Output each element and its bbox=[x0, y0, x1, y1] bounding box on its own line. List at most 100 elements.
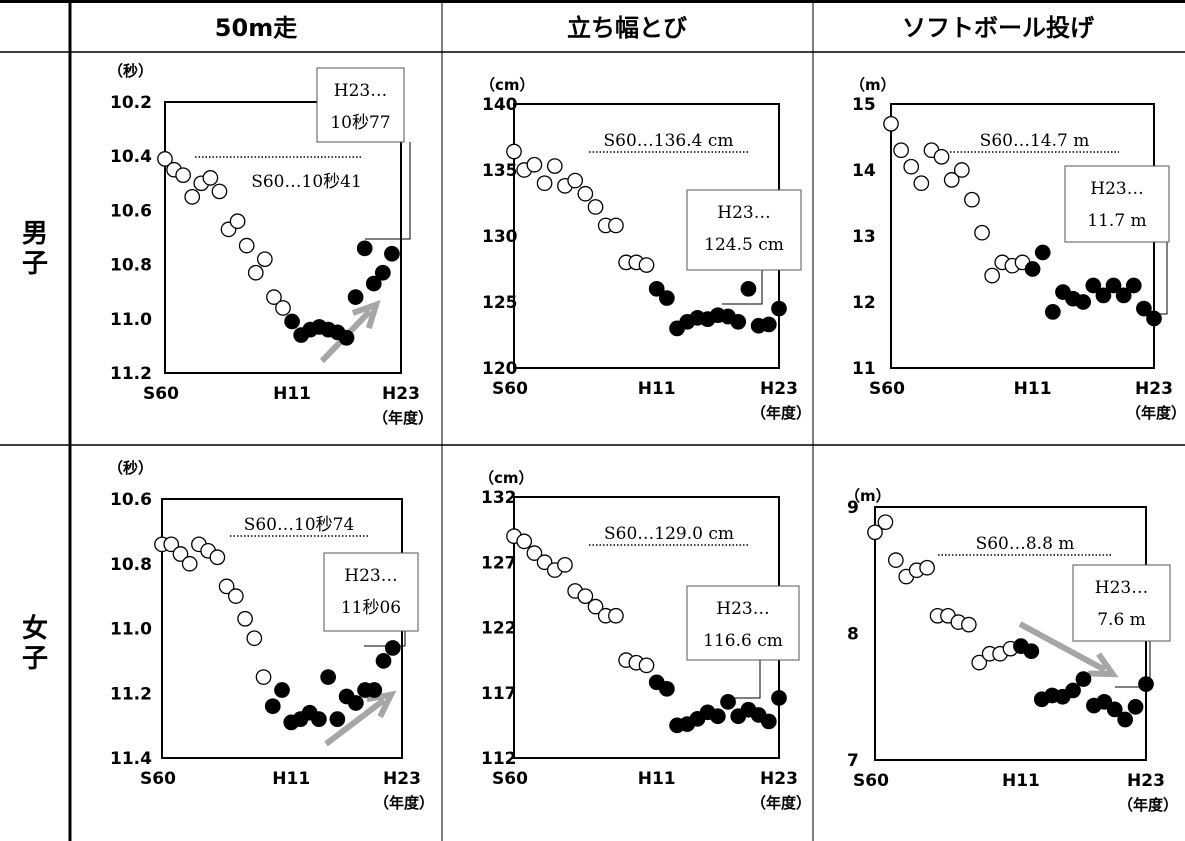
data-point-open bbox=[893, 142, 909, 159]
end-label-line: 7.6 m bbox=[1097, 610, 1146, 630]
x-axis-unit: （年度） bbox=[1118, 796, 1178, 814]
data-point-open bbox=[255, 669, 272, 685]
data-point-open bbox=[608, 607, 624, 624]
row-label-char: 男 bbox=[22, 219, 48, 249]
x-tick-label: S60 bbox=[492, 769, 528, 789]
data-point-filled bbox=[1136, 300, 1152, 317]
trend-arrow-shaft bbox=[324, 697, 386, 747]
x-axis-unit: （年度） bbox=[373, 409, 433, 427]
end-label-line: 124.5 cm bbox=[704, 235, 784, 255]
y-tick-label: 120 bbox=[482, 359, 518, 379]
x-tick-label: H23 bbox=[1127, 771, 1165, 791]
x-tick-label: S60 bbox=[869, 379, 905, 399]
y-tick-label: 9 bbox=[847, 498, 859, 518]
x-tick-label: H23 bbox=[382, 384, 420, 404]
data-point-open bbox=[211, 183, 228, 200]
end-label-box bbox=[1064, 165, 1170, 243]
data-point-open bbox=[971, 654, 988, 671]
data-point-filled bbox=[1075, 671, 1092, 687]
data-point-filled bbox=[365, 275, 382, 292]
y-tick-label: 122 bbox=[481, 619, 517, 639]
data-point-open bbox=[577, 185, 594, 202]
end-label-leader bbox=[1115, 641, 1151, 688]
data-point-filled bbox=[366, 682, 383, 698]
data-point-open bbox=[567, 172, 584, 189]
x-tick-label: S60 bbox=[853, 771, 889, 791]
data-point-filled bbox=[347, 695, 364, 711]
data-point-open bbox=[887, 552, 904, 568]
trend-arrow-shaft bbox=[1018, 621, 1107, 673]
y-tick-label: 130 bbox=[482, 227, 518, 247]
data-point-filled bbox=[1044, 304, 1061, 320]
data-point-filled bbox=[347, 289, 364, 305]
y-tick-label: 15 bbox=[852, 95, 876, 115]
x-tick-label: S60 bbox=[143, 384, 179, 404]
data-point-filled bbox=[1117, 711, 1134, 728]
data-point-open bbox=[184, 189, 201, 205]
end-label-leader bbox=[365, 142, 411, 240]
end-label-line: H23… bbox=[717, 203, 770, 223]
trend-arrow-head bbox=[1088, 652, 1119, 678]
y-tick-label: 10.6 bbox=[110, 201, 152, 221]
y-tick-label: 135 bbox=[482, 161, 518, 181]
x-tick-label: H23 bbox=[1135, 379, 1173, 399]
reference-label: S60…10秒74 bbox=[244, 515, 355, 535]
y-tick-label: 10.4 bbox=[110, 147, 152, 167]
data-point-filled bbox=[709, 708, 726, 725]
data-point-filled bbox=[264, 698, 281, 715]
data-point-filled bbox=[1106, 701, 1123, 718]
end-label-line: 116.6 cm bbox=[703, 631, 783, 651]
data-point-filled bbox=[720, 694, 736, 710]
column-header-standing-jump: 立ち幅とび bbox=[567, 14, 687, 42]
x-tick-label: H11 bbox=[273, 384, 311, 404]
data-point-open bbox=[246, 630, 263, 647]
x-tick-label: S60 bbox=[492, 379, 528, 399]
y-tick-label: 140 bbox=[482, 95, 518, 115]
y-tick-label: 112 bbox=[481, 749, 517, 769]
x-tick-label: H11 bbox=[272, 769, 310, 789]
data-point-open bbox=[877, 514, 894, 531]
end-label-leader bbox=[1140, 242, 1168, 315]
data-point-filled bbox=[1105, 277, 1122, 294]
end-label-leader bbox=[364, 631, 406, 647]
y-tick-label: 11 bbox=[852, 359, 876, 379]
data-point-filled bbox=[329, 711, 346, 728]
data-point-filled bbox=[1146, 310, 1162, 327]
end-label-line: H23… bbox=[334, 81, 387, 101]
chart-girls-softball-throw: 7 8 9（m） S60 H11 H23 （年度） S60…8.8 m H23… 7.6 m bbox=[845, 487, 1178, 814]
end-label-line: H23… bbox=[344, 566, 397, 586]
y-tick-label: 10.6 bbox=[110, 490, 152, 510]
reference-label: S60…129.0 cm bbox=[604, 524, 734, 544]
y-axis-unit: （m） bbox=[850, 76, 896, 94]
end-label-box bbox=[323, 552, 419, 632]
data-point-filled bbox=[274, 682, 290, 698]
data-point-filled bbox=[1096, 693, 1113, 710]
y-tick-label: 11.0 bbox=[110, 620, 152, 640]
data-point-open bbox=[238, 237, 255, 254]
data-point-filled bbox=[320, 669, 337, 685]
data-point-filled bbox=[375, 653, 392, 669]
y-tick-label: 11.2 bbox=[110, 684, 152, 704]
data-point-open bbox=[953, 162, 970, 178]
data-point-filled bbox=[760, 316, 777, 333]
y-tick-label: 8 bbox=[847, 625, 859, 645]
data-point-open bbox=[516, 533, 533, 550]
data-point-filled bbox=[1085, 277, 1102, 294]
data-point-open bbox=[266, 289, 282, 305]
y-axis-unit: （秒） bbox=[108, 459, 153, 477]
x-axis-unit: （年度） bbox=[751, 794, 811, 812]
data-point-open bbox=[526, 545, 543, 561]
end-label-line: 11.7 m bbox=[1087, 211, 1146, 231]
end-label-line: H23… bbox=[1095, 578, 1148, 598]
data-point-open bbox=[256, 251, 273, 268]
y-tick-label: 117 bbox=[481, 684, 517, 704]
y-axis-unit: （秒） bbox=[108, 62, 153, 80]
x-axis-unit: （年度） bbox=[751, 404, 811, 422]
data-point-filled bbox=[1024, 261, 1041, 277]
x-tick-label: H23 bbox=[760, 769, 798, 789]
chart-boys-50m: 10.2 10.4 10.6 10.8 11.0 11.2 （秒） S60 H11 H23 （年度）… bbox=[108, 62, 433, 427]
data-point-filled bbox=[374, 264, 391, 281]
row-label-girls: 女子女子 bbox=[22, 613, 48, 674]
chart-girls-standing-jump: 112 117 122 127 132（cm） S60 H11 H23 （年度） S60…129.… bbox=[479, 469, 811, 812]
data-point-open bbox=[175, 167, 192, 184]
